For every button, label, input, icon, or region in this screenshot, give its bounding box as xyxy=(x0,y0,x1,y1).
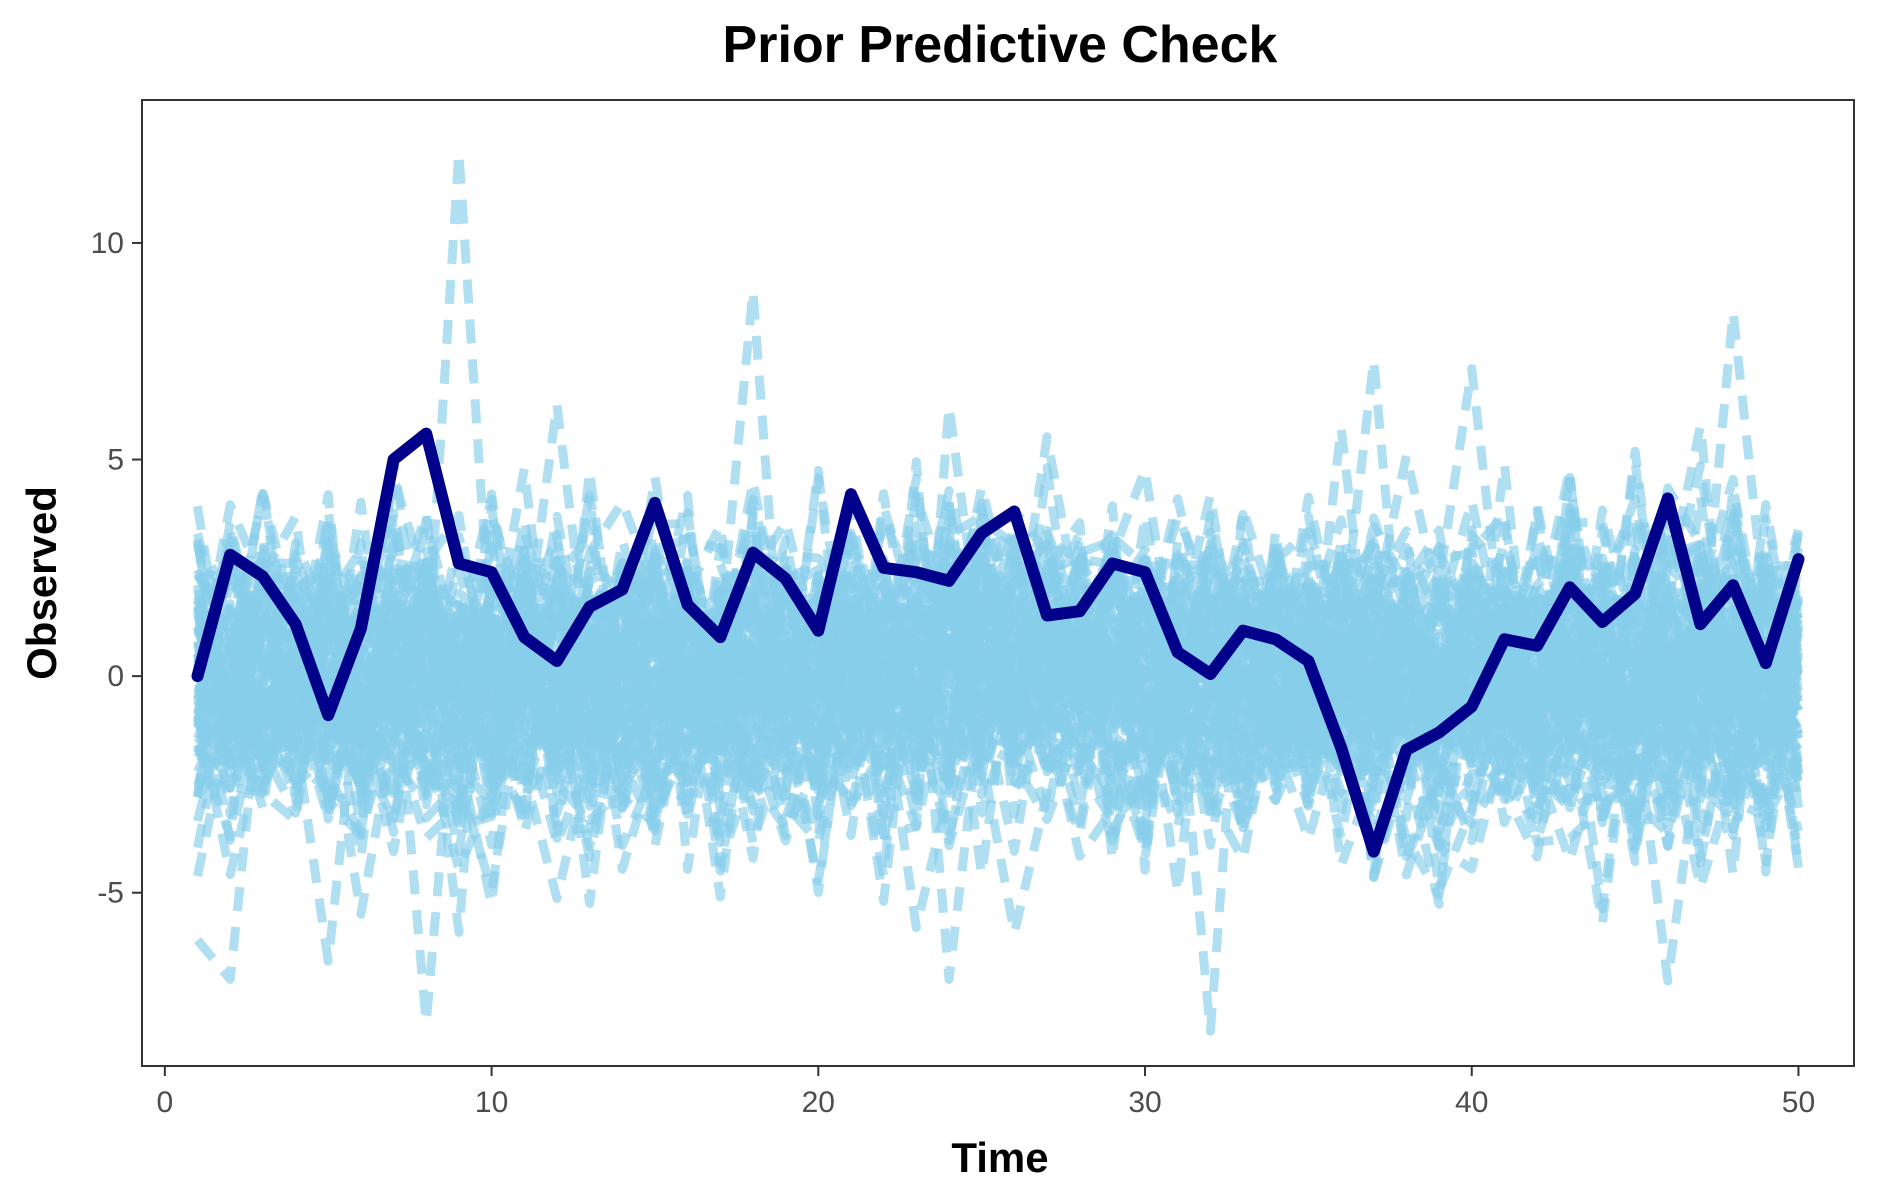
simulated-draws xyxy=(193,147,1803,1036)
simulated-draw-line xyxy=(193,512,1803,937)
simulated-draw-line xyxy=(193,506,1799,796)
y-tick-label: 0 xyxy=(107,660,124,693)
x-axis: 0 10 20 30 40 50 xyxy=(157,1066,1815,1119)
simulated-draw-line xyxy=(193,508,1801,823)
x-axis-label: Time xyxy=(951,1134,1048,1181)
x-tick-label: 40 xyxy=(1455,1086,1488,1119)
x-tick-label: 30 xyxy=(1128,1086,1161,1119)
y-tick-label: 5 xyxy=(107,444,124,477)
simulated-draw-line xyxy=(193,501,1803,847)
x-tick-label: 20 xyxy=(802,1086,835,1119)
observed-series-group xyxy=(191,427,1805,858)
simulated-draw-line xyxy=(194,355,1803,813)
x-tick-label: 0 xyxy=(157,1086,174,1119)
simulated-draw-line xyxy=(193,545,1803,914)
simulated-draw-line xyxy=(193,540,1803,845)
y-axis: -5 0 5 10 xyxy=(91,227,142,910)
observed-series-line xyxy=(191,427,1805,858)
plot-panel xyxy=(141,99,1855,1067)
x-tick-label: 10 xyxy=(475,1086,508,1119)
x-tick-label: 50 xyxy=(1782,1086,1815,1119)
y-axis-label: Observed xyxy=(18,486,65,680)
y-tick-label: 10 xyxy=(91,227,124,260)
y-tick-label: -5 xyxy=(97,877,124,910)
chart-title: Prior Predictive Check xyxy=(723,16,1278,74)
